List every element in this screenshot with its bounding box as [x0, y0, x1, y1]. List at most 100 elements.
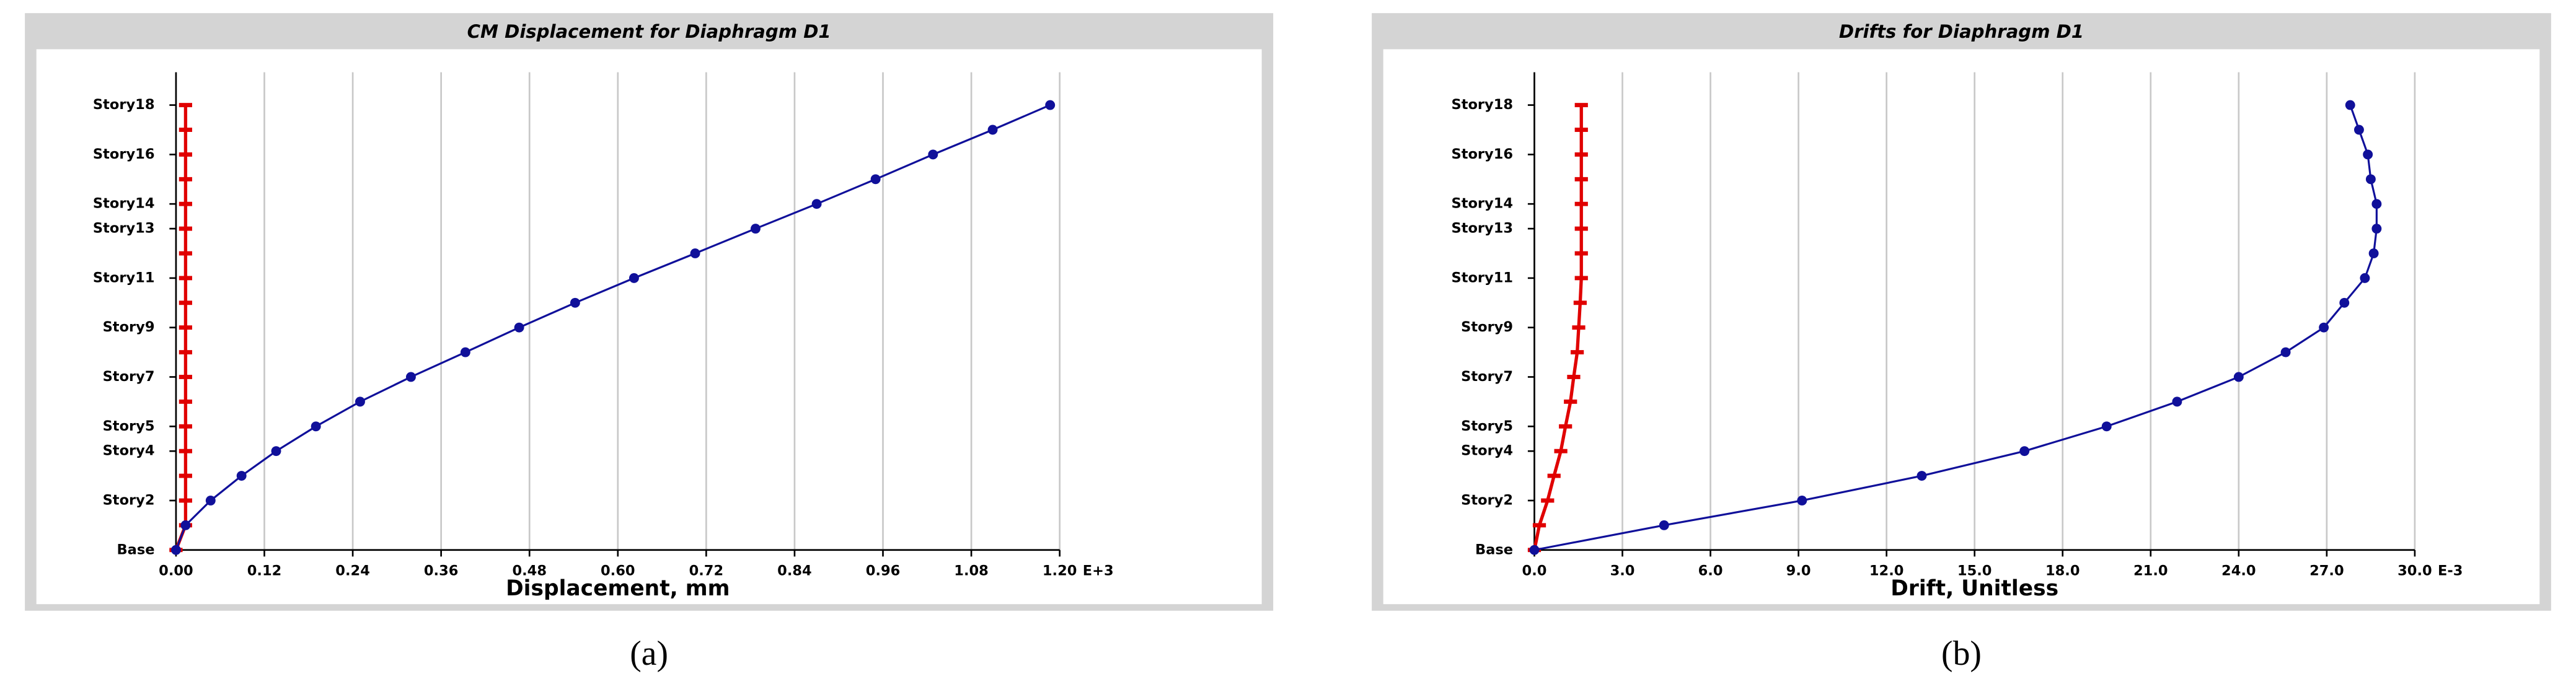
x-tick-label: 0.36 [424, 563, 459, 579]
data-point [928, 149, 938, 160]
chart-title: Drifts for Diaphragm D1 [1839, 21, 2084, 42]
x-tick-label: 0.72 [689, 563, 724, 579]
chart-title: CM Displacement for Diaphragm D1 [467, 21, 831, 42]
x-tick-label: 21.0 [2133, 563, 2168, 579]
y-tick-label: Story18 [93, 97, 155, 113]
data-point [236, 471, 247, 481]
data-point [179, 103, 192, 108]
data-point [179, 177, 192, 182]
x-tick-label: 18.0 [2045, 563, 2080, 579]
data-point [2371, 199, 2382, 209]
x-tick-label: 3.0 [1610, 563, 1635, 579]
data-point [179, 276, 192, 281]
y-tick-label: Base [1475, 541, 1513, 558]
x-axis-label: Displacement, mm [506, 576, 730, 601]
x-tick-label: 0.48 [512, 563, 547, 579]
data-point [179, 201, 192, 206]
data-point [2233, 372, 2244, 382]
data-point [1574, 103, 1588, 108]
data-point [179, 424, 192, 429]
y-tick-label: Story9 [103, 319, 155, 335]
data-point [1541, 498, 1555, 503]
data-point [514, 322, 524, 333]
data-point [2371, 224, 2382, 234]
data-point [2339, 297, 2350, 308]
y-tick-label: Story9 [1461, 319, 1513, 335]
data-point [1574, 177, 1588, 182]
x-tick-label: 0.96 [866, 563, 901, 579]
data-point [2172, 396, 2182, 407]
data-point [2365, 174, 2376, 185]
y-tick-label: Story5 [1461, 418, 1513, 434]
data-point [1574, 201, 1588, 206]
x-exponent: E+3 [1083, 563, 1114, 579]
data-point [2368, 248, 2379, 258]
x-tick-label: 0.24 [335, 563, 370, 579]
y-tick-label: Story13 [93, 221, 155, 237]
x-tick-label: 24.0 [2221, 563, 2256, 579]
y-tick-label: Story4 [103, 443, 155, 459]
x-tick-label: 15.0 [1957, 563, 1992, 579]
data-point [1574, 226, 1588, 231]
data-point [179, 473, 192, 478]
data-point [311, 421, 321, 432]
data-point [570, 297, 580, 308]
data-point [1045, 100, 1056, 110]
data-point [2280, 347, 2291, 357]
data-point [1559, 424, 1573, 429]
data-point [1659, 520, 1669, 530]
data-point [179, 226, 192, 231]
data-point [987, 125, 998, 135]
y-tick-label: Story14 [93, 196, 155, 212]
data-point [1532, 523, 1546, 528]
x-tick-label: 1.08 [954, 563, 989, 579]
data-point [179, 128, 192, 132]
x-tick-label: 0.0 [1522, 563, 1547, 579]
data-point [870, 174, 881, 185]
y-tick-label: Story16 [93, 146, 155, 162]
plot-area [36, 49, 1262, 605]
x-tick-label: 6.0 [1698, 563, 1723, 579]
y-tick-label: Story2 [103, 492, 155, 508]
data-point [1571, 350, 1584, 355]
data-point [180, 520, 191, 530]
y-tick-label: Story7 [103, 369, 155, 385]
data-point [2101, 421, 2112, 432]
data-point [179, 152, 192, 157]
data-point [171, 545, 181, 555]
data-point [1567, 375, 1581, 379]
y-tick-label: Story14 [1451, 196, 1513, 212]
y-tick-label: Story5 [103, 418, 155, 434]
data-point [2345, 100, 2355, 110]
x-tick-label: 9.0 [1786, 563, 1811, 579]
data-point [1564, 399, 1577, 404]
data-point [690, 248, 700, 258]
caption: (b) [1941, 634, 1982, 673]
y-tick-label: Story16 [1451, 146, 1513, 162]
data-point [271, 446, 281, 457]
x-tick-label: 12.0 [1869, 563, 1904, 579]
data-point [179, 251, 192, 256]
x-tick-label: 0.60 [601, 563, 635, 579]
data-point [1917, 471, 1927, 481]
data-point [460, 347, 470, 357]
caption: (a) [630, 634, 668, 673]
data-point [2019, 446, 2030, 457]
y-tick-label: Story7 [1461, 369, 1513, 385]
x-axis-label: Drift, Unitless [1890, 576, 2058, 601]
data-point [179, 399, 192, 404]
data-point [1574, 251, 1588, 256]
x-tick-label: 0.12 [247, 563, 282, 579]
data-point [1574, 128, 1588, 132]
x-tick-label: 27.0 [2309, 563, 2344, 579]
data-point [1573, 300, 1587, 305]
data-point [2360, 273, 2370, 283]
data-point [355, 396, 365, 407]
plot-area [1383, 49, 2540, 605]
data-point [1574, 276, 1588, 281]
data-point [405, 372, 416, 382]
y-tick-label: Story4 [1461, 443, 1513, 459]
y-tick-label: Story18 [1451, 97, 1513, 113]
